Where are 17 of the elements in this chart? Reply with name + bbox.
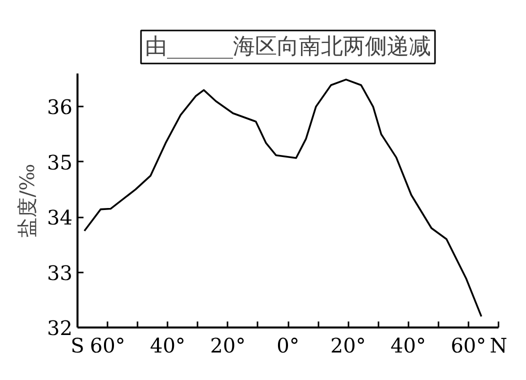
- y-tick-label: 35: [47, 150, 73, 174]
- x-tick-label: 20°: [330, 334, 366, 358]
- y-tick-label: 33: [47, 260, 73, 285]
- x-tick-label: 40°: [150, 334, 186, 358]
- y-tick-label: 34: [47, 206, 73, 230]
- y-tick-label: 32: [47, 316, 73, 340]
- line-series: [84, 78, 482, 318]
- x-tick-label: 0°: [276, 334, 300, 358]
- y-axis-title: 盐度/‰: [15, 164, 40, 238]
- x-tick-label: 20°: [210, 334, 246, 358]
- x-tick-label: 60°: [90, 334, 126, 358]
- text: S: [70, 334, 84, 358]
- chart-title: 由______海区向南北两侧递减: [145, 34, 431, 60]
- x-tick-label: 40°: [390, 334, 426, 358]
- text: N: [490, 334, 508, 358]
- x-tick-label: 60°: [450, 334, 486, 358]
- y-tick-label: 36: [47, 95, 73, 120]
